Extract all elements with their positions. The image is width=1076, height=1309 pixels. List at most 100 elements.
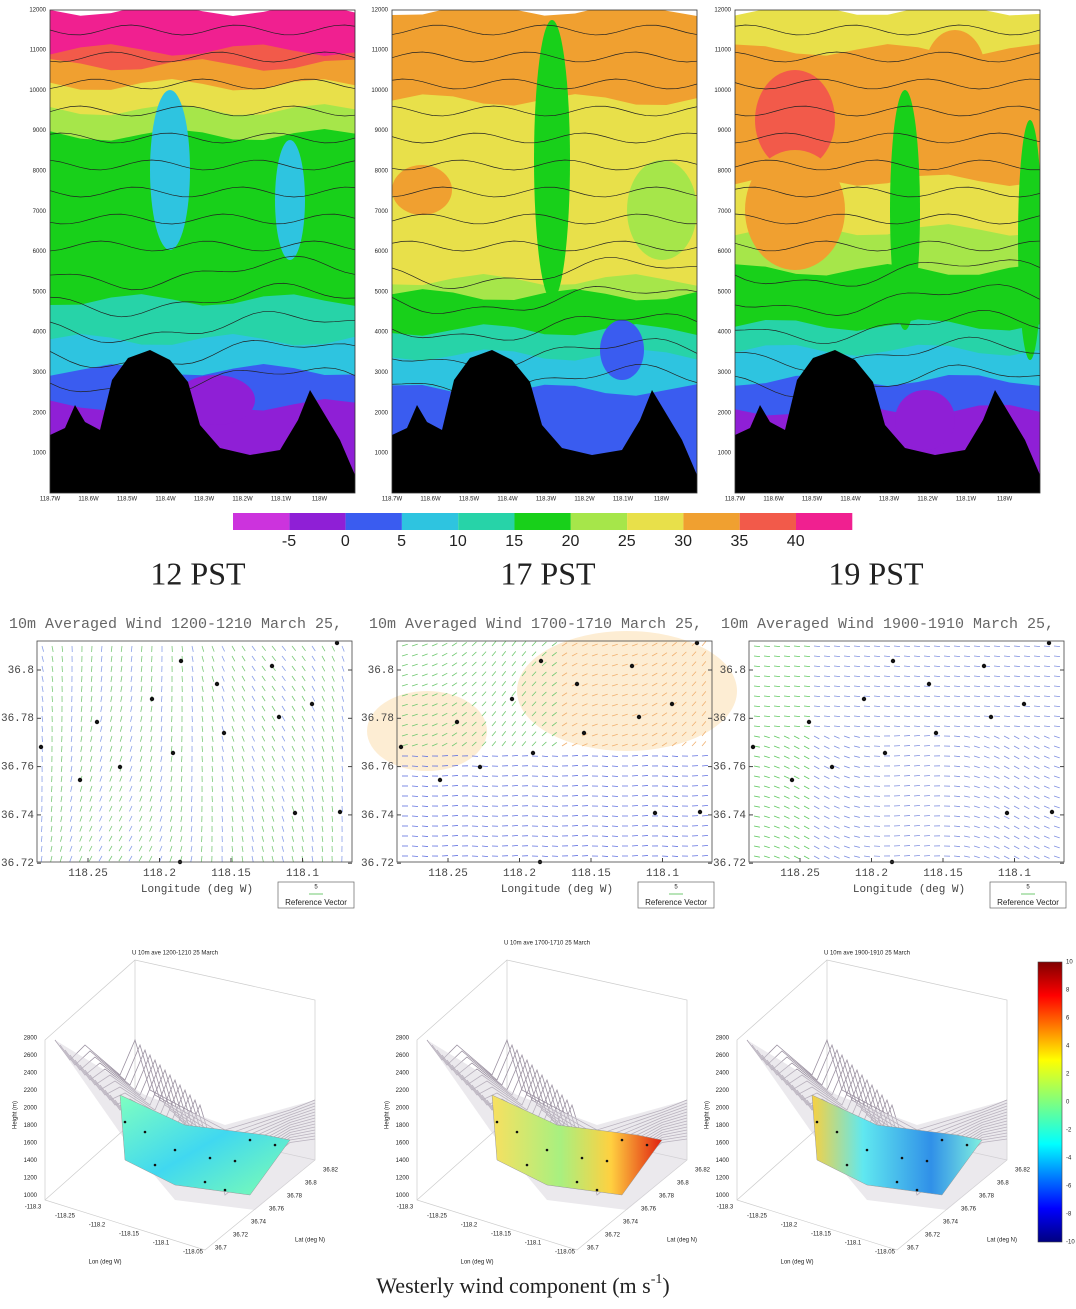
- wind-vector: [542, 732, 546, 736]
- wind-vector: [170, 806, 172, 812]
- wind-vector: [232, 716, 234, 722]
- wind-vector: [1014, 686, 1020, 687]
- station: [1047, 641, 1051, 645]
- wind-vector: [110, 756, 112, 762]
- wind-vector: [1054, 856, 1060, 858]
- wind-vector: [472, 652, 476, 656]
- wind-vector: [814, 756, 819, 759]
- speed-region: [600, 320, 644, 380]
- lat-tick-label: 36.76: [961, 1207, 977, 1213]
- wind-vector: [954, 766, 960, 767]
- wind-vector: [944, 696, 950, 697]
- wind-vector: [954, 806, 960, 807]
- wind-vector: [312, 696, 315, 701]
- wind-vector: [412, 796, 418, 797]
- wind-vector: [292, 716, 295, 721]
- y-tick-label: 36.76: [361, 762, 394, 774]
- wind-vector: [332, 766, 333, 772]
- wind-vector: [1034, 846, 1039, 849]
- wind-vector: [131, 676, 132, 682]
- wind-vector: [914, 646, 920, 647]
- wind-vector: [52, 696, 53, 702]
- wind-vector: [512, 845, 518, 846]
- wind-vector: [452, 643, 457, 646]
- wind-vector: [774, 656, 780, 657]
- wind-vector: [422, 836, 428, 837]
- wind-vector: [542, 816, 548, 817]
- wind-vector: [322, 706, 324, 712]
- wind-vector: [632, 855, 638, 856]
- wind-vector: [342, 686, 344, 692]
- station: [310, 702, 314, 706]
- wind-vector: [642, 785, 648, 786]
- wind-vector: [482, 796, 488, 797]
- wind-vector: [161, 716, 162, 722]
- wind-vector: [804, 786, 809, 789]
- y-tick-label: 2000: [33, 410, 47, 416]
- wind-vector: [984, 686, 990, 687]
- y-tick-label: 6000: [718, 249, 732, 255]
- lon-tick-label: -118.1: [525, 1241, 542, 1247]
- wind-vector: [272, 846, 274, 852]
- wind-vector: [954, 686, 960, 687]
- station: [891, 659, 895, 663]
- wind-vector: [702, 785, 708, 786]
- wind-vector: [61, 796, 62, 802]
- wind-vector: [844, 776, 850, 778]
- wind-vector: [984, 746, 990, 748]
- wind-vector: [702, 835, 708, 836]
- wind-vector: [151, 726, 152, 732]
- wind-vector: [804, 836, 809, 839]
- wind-vector: [964, 736, 970, 737]
- wind-vector: [1014, 786, 1019, 789]
- wind-vector: [954, 846, 960, 847]
- station: [941, 1139, 944, 1142]
- wind-vector: [140, 746, 142, 752]
- wind-vector: [864, 786, 870, 787]
- wind-vector: [262, 736, 265, 741]
- wind-vector: [312, 686, 315, 691]
- wind-vector: [412, 654, 418, 656]
- wind-vector: [131, 666, 132, 672]
- wind-vector: [974, 716, 980, 717]
- wind-vector: [1034, 756, 1039, 759]
- wind-vector: [702, 855, 708, 856]
- wind-vector: [774, 666, 780, 667]
- lat-tick-label: 36.74: [251, 1220, 267, 1226]
- wind-vector: [332, 656, 335, 661]
- wind-vector: [984, 786, 990, 788]
- wind-vector: [41, 836, 42, 842]
- wind-vector: [864, 856, 870, 857]
- wind-vector: [252, 856, 253, 862]
- wind-vector: [282, 756, 285, 761]
- wind-vector: [302, 836, 303, 842]
- wind-vector: [89, 856, 92, 861]
- wind-vector: [422, 856, 428, 857]
- wind-vector: [754, 776, 760, 777]
- wind-vector: [170, 856, 172, 862]
- wind-vector: [974, 696, 980, 697]
- wind-vector: [512, 785, 518, 786]
- wind-vector: [161, 766, 162, 772]
- wind-vector: [262, 726, 265, 731]
- wind-vector: [342, 716, 343, 722]
- y-tick-label: 10000: [371, 88, 388, 94]
- lon-axis-label: Lon (deg W): [460, 1260, 493, 1266]
- lat-tick-label: 36.82: [1015, 1168, 1031, 1174]
- wind-vector: [262, 666, 265, 671]
- wind-vector: [322, 816, 323, 822]
- wind-vector: [1034, 746, 1039, 749]
- wind-vector: [222, 816, 223, 822]
- wind-vector: [1024, 796, 1029, 799]
- wind-vector: [964, 816, 970, 817]
- wind-vector: [864, 666, 870, 667]
- wind-vector: [512, 671, 516, 676]
- wind-vector: [864, 806, 870, 807]
- wind-vector: [312, 746, 314, 752]
- wind-vector: [834, 766, 840, 768]
- lat-tick-label: 36.74: [943, 1220, 959, 1226]
- wind-vector: [282, 696, 285, 701]
- wind-vector: [181, 836, 182, 842]
- wind-vector: [824, 756, 829, 759]
